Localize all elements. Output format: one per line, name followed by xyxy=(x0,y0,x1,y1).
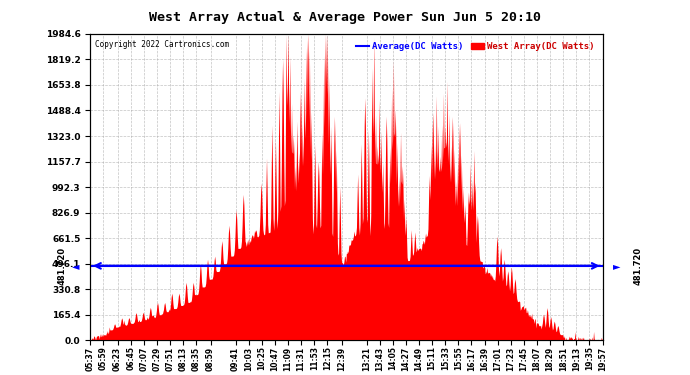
Legend: Average(DC Watts), West Array(DC Watts): Average(DC Watts), West Array(DC Watts) xyxy=(352,38,598,55)
Text: Copyright 2022 Cartronics.com: Copyright 2022 Cartronics.com xyxy=(95,40,229,49)
Text: ◄: ◄ xyxy=(72,261,80,271)
Text: 481.720: 481.720 xyxy=(57,247,66,285)
Text: 481.720: 481.720 xyxy=(634,247,643,285)
Text: ►: ► xyxy=(613,261,620,271)
Text: West Array Actual & Average Power Sun Jun 5 20:10: West Array Actual & Average Power Sun Ju… xyxy=(149,11,541,24)
